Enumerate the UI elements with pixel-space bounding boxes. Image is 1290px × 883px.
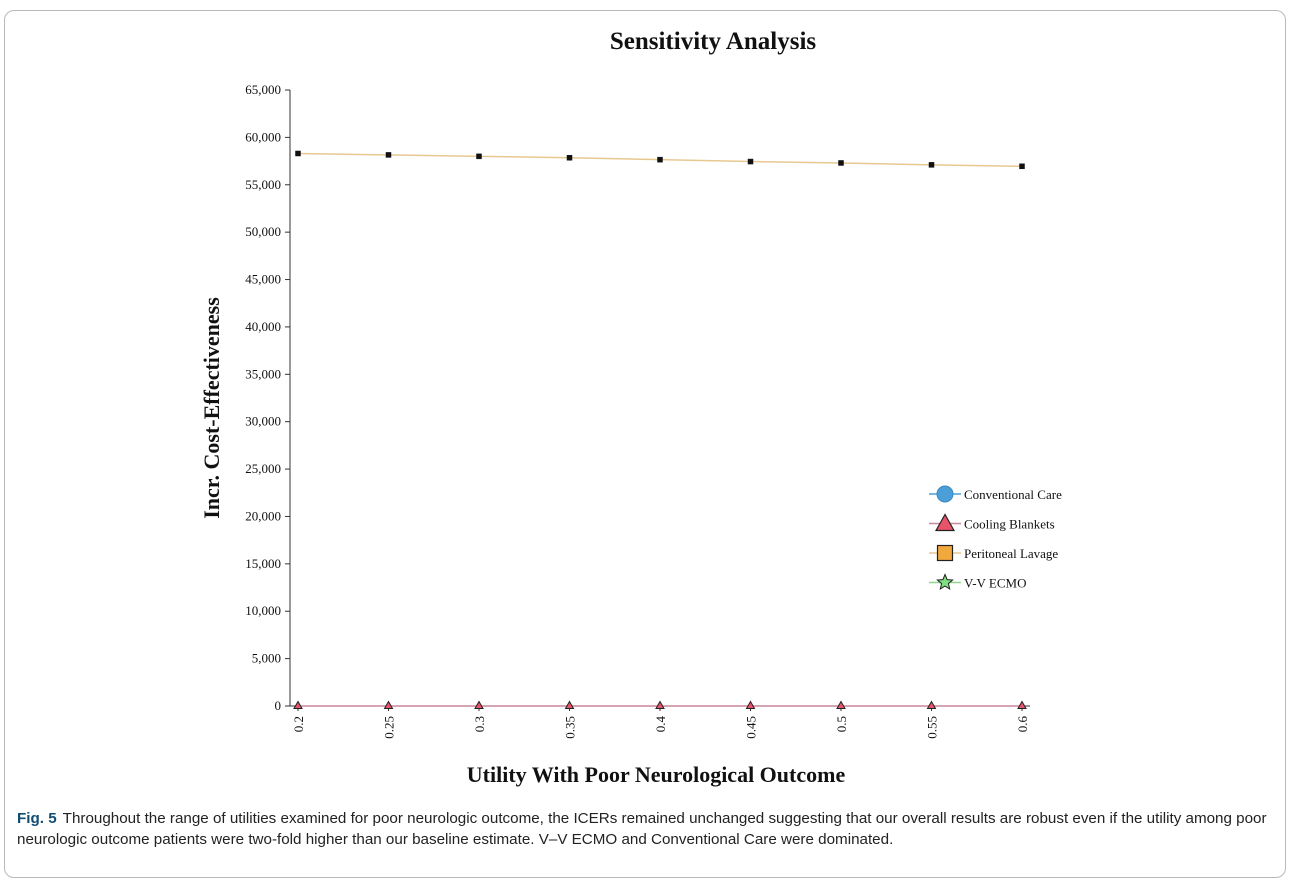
figure-frame [4,10,1286,878]
chart-title: Sensitivity Analysis [610,28,817,55]
data-point [293,700,303,709]
y-axis-ticks: 0 5,000 10,000 15,000 20,000 25,000 30,000 35,0… [245,82,290,713]
legend-label: Peritoneal Lavage [964,546,1058,561]
caption-text: Throughout the range of utilities examin… [17,810,1267,848]
y-axis-title: Incr. Cost-Effectiveness [199,297,224,519]
y-tick-label: 50,000 [245,224,281,239]
x-tick-label: 0.6 [1015,716,1030,733]
data-point [1019,163,1025,170]
legend-label: Conventional Care [964,487,1062,502]
legend-label: V-V ECMO [964,576,1027,591]
data-point [1017,700,1027,709]
series-layer [293,150,1027,709]
y-tick-label: 5,000 [252,651,281,666]
sensitivity-chart: Sensitivity Analysis 0 5,000 10,000 15,000 2… [199,28,1062,787]
data-point [476,153,482,160]
y-tick-label: 65,000 [245,82,281,97]
y-tick-label: 30,000 [245,414,281,429]
x-tick-label: 0.3 [472,716,487,732]
data-point [747,158,754,165]
data-point [657,156,663,163]
data-point [295,150,301,157]
y-tick-label: 45,000 [245,272,281,287]
x-axis-title: Utility With Poor Neurological Outcome [467,762,846,787]
x-tick-label: 0.2 [291,716,306,732]
data-point [474,700,484,709]
x-tick-label: 0.25 [382,716,397,739]
data-point [383,700,394,709]
data-point [928,162,935,168]
x-tick-label: 0.45 [744,716,759,739]
chart-legend: Conventional Care Cooling Blankets Periton… [929,485,1062,591]
data-point [566,155,573,161]
data-point [564,700,575,709]
data-point [838,160,844,166]
x-tick-label: 0.4 [653,716,668,733]
data-point [836,700,846,709]
x-tick-label: 0.5 [834,716,849,732]
legend-label: Cooling Blankets [964,517,1055,532]
x-axis-ticks: 0.2 0.25 0.3 0.35 0.4 0.45 0.5 0.55 0.6 [291,706,1030,739]
y-tick-label: 35,000 [245,366,281,381]
triangle-marker-icon [934,513,956,532]
square-marker-icon [936,544,954,562]
y-tick-label: 10,000 [245,603,281,618]
figure-caption: Fig. 5 Throughout the range of utilities … [17,808,1279,850]
y-tick-label: 25,000 [245,461,281,476]
y-tick-label: 0 [275,698,282,713]
y-tick-label: 60,000 [245,129,281,144]
x-tick-label: 0.55 [925,716,940,739]
y-tick-label: 55,000 [245,177,281,192]
star-marker-icon [936,573,954,591]
x-tick-label: 0.35 [563,716,578,739]
y-tick-label: 20,000 [245,508,281,523]
data-point [385,152,392,158]
data-point [745,700,756,709]
figure-label: Fig. 5 [17,810,57,827]
data-point [655,700,665,709]
y-tick-label: 40,000 [245,319,281,334]
data-point [926,700,937,709]
y-tick-label: 15,000 [245,556,281,571]
circle-marker-icon [936,485,954,503]
